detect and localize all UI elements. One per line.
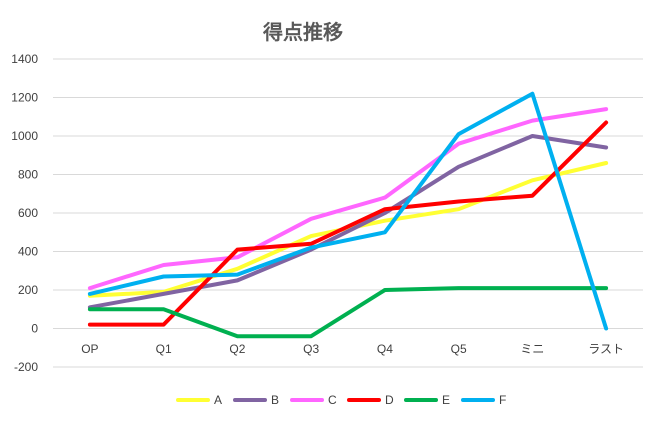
y-tick-label: 400 [18,245,38,259]
x-tick-label: Q3 [303,342,319,356]
y-tick-label: 0 [31,322,38,336]
series-line-F [87,91,609,331]
y-tick-label: 1200 [11,91,38,105]
chart-title: 得点推移 [262,20,343,44]
x-tick-label: Q1 [156,342,172,356]
series-line-E [87,286,609,339]
y-tick-label: 1400 [11,52,38,66]
gridlines [53,58,643,368]
legend: A B C D E F [176,393,506,407]
series-line-C [87,107,609,291]
legend-label-A: A [214,393,222,407]
x-tick-label: Q4 [377,342,393,356]
x-tick-label: Q2 [229,342,245,356]
x-tick-label: Q5 [451,342,467,356]
x-axis: OP Q1 Q2 Q3 Q4 Q5 ミニ ラスト [81,342,624,356]
y-tick-label: -200 [14,360,38,374]
legend-label-B: B [271,393,279,407]
x-tick-label: OP [81,342,98,356]
x-tick-label: ラスト [588,342,624,356]
y-tick-label: 800 [18,168,38,182]
series-line-B [87,134,609,310]
series-lines [87,91,609,339]
y-tick-label: 600 [18,206,38,220]
legend-label-F: F [499,393,506,407]
y-tick-label: 1000 [11,129,38,143]
y-axis: -200 0 200 400 600 800 1000 1200 1400 [11,52,38,374]
legend-label-E: E [442,393,450,407]
legend-label-C: C [328,393,337,407]
legend-label-D: D [385,393,394,407]
y-tick-label: 200 [18,283,38,297]
x-tick-label: ミニ [520,342,544,356]
